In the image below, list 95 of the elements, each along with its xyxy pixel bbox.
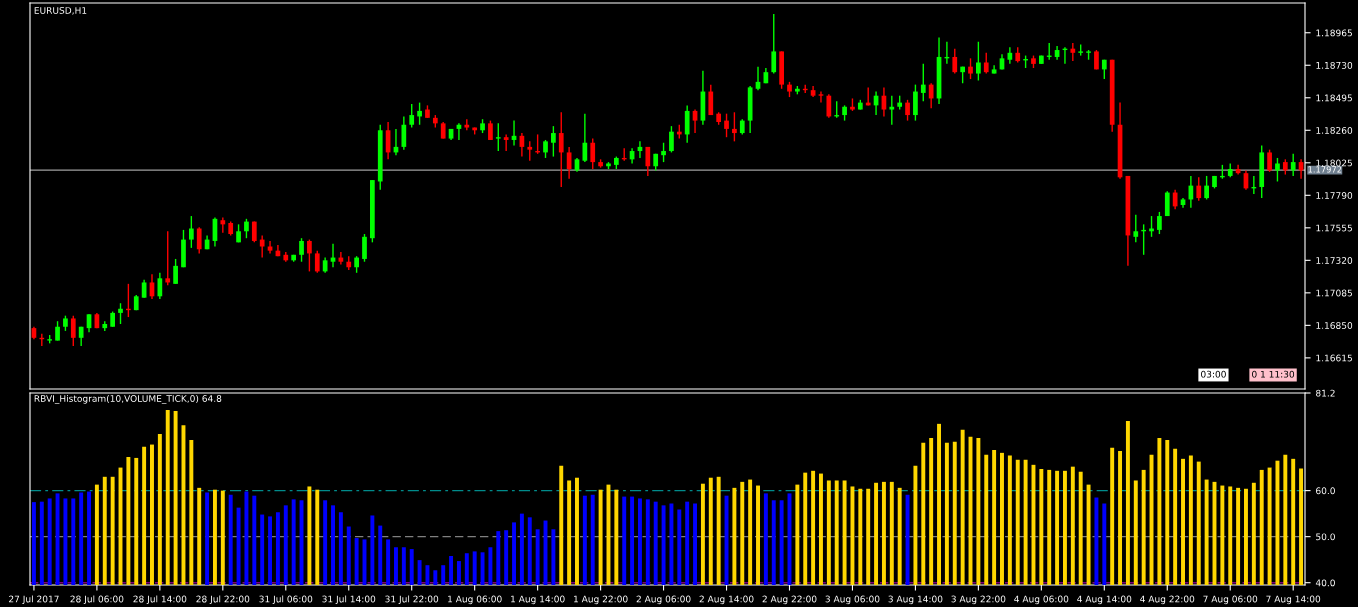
candlestick: [1133, 213, 1139, 244]
candlestick: [920, 63, 926, 102]
ref-line-label: 1.17972: [1308, 166, 1342, 173]
x-tick-label: 2 Aug 06:00: [636, 595, 691, 605]
y-tick-label: 1.17790: [1316, 192, 1353, 199]
x-tick-label: 4 Aug 22:00: [1140, 595, 1195, 605]
x-tick-label: 3 Aug 06:00: [825, 595, 880, 605]
candlestick: [314, 249, 320, 274]
candlestick: [401, 115, 407, 151]
y-tick-label: 1.17320: [1316, 257, 1353, 264]
x-tick-label: 28 Jul 22:00: [196, 595, 250, 605]
y-tick-label: 1.17085: [1316, 289, 1352, 297]
candlestick: [244, 218, 249, 239]
candlestick: [968, 57, 973, 80]
candlestick: [220, 216, 226, 234]
candlestick: [1196, 176, 1202, 202]
candlestick: [1267, 148, 1272, 173]
y-tick-label: 60.0: [1316, 487, 1335, 495]
y-tick-label: 40.0: [1315, 579, 1335, 587]
candlestick: [669, 125, 674, 154]
candlestick: [362, 233, 367, 263]
candlestick: [976, 41, 981, 82]
x-tick-label: 2 Aug 14:00: [699, 595, 754, 605]
y-tick-label: 1.18965: [1316, 29, 1352, 37]
x-tick-label: 31 Jul 06:00: [259, 595, 313, 605]
candlestick: [551, 125, 556, 158]
candlestick: [70, 314, 76, 347]
annotation: 0 1 11:30: [1252, 370, 1295, 378]
candlestick: [732, 111, 737, 143]
chart-title: EURUSD,H1: [34, 7, 87, 15]
candlestick: [1157, 211, 1162, 235]
candlestick: [464, 118, 470, 131]
candlestick: [173, 258, 178, 285]
y-tick-label: 1.18730: [1316, 61, 1353, 69]
candlestick: [889, 95, 895, 126]
y-tick-label: 1.16615: [1316, 354, 1352, 362]
candlestick: [118, 302, 123, 325]
y-tick-label: 1.16850: [1316, 322, 1353, 329]
candlestick: [708, 83, 714, 116]
candlestick: [558, 111, 564, 188]
x-tick-label: 2 Aug 22:00: [762, 595, 817, 605]
candlestick: [417, 101, 422, 126]
candlestick: [1275, 157, 1280, 183]
x-tick-label: 28 Jul 06:00: [70, 595, 124, 605]
y-tick-label: 1.18495: [1316, 94, 1352, 102]
candlestick: [905, 99, 910, 122]
candlestick: [724, 112, 729, 138]
y-tick-label: 1.17555: [1316, 224, 1352, 232]
candlestick: [983, 52, 989, 75]
candlestick: [259, 234, 265, 259]
candlestick: [1164, 190, 1170, 217]
x-tick-label: 3 Aug 14:00: [888, 595, 943, 605]
candlestick: [165, 230, 171, 286]
candlestick: [684, 104, 690, 144]
candlestick: [196, 226, 202, 255]
candlestick: [913, 83, 918, 122]
candlestick: [503, 133, 509, 152]
x-tick-label: 7 Aug 14:00: [1266, 595, 1321, 605]
x-tick-label: 1 Aug 22:00: [574, 595, 628, 605]
candlestick: [826, 93, 832, 119]
y-tick-label: 1.18025: [1316, 159, 1352, 167]
candlestick: [1290, 153, 1296, 177]
x-tick-label: 1 Aug 14:00: [511, 595, 565, 605]
candlestick: [645, 146, 651, 177]
candlestick: [1204, 175, 1209, 201]
x-tick-label: 31 Jul 14:00: [322, 595, 376, 605]
candlestick: [1070, 42, 1076, 62]
candlestick: [527, 140, 533, 162]
x-tick-label: 3 Aug 22:00: [951, 595, 1006, 605]
x-tick-label: 28 Jul 14:00: [133, 595, 187, 605]
candlestick: [488, 119, 493, 141]
x-tick-label: 1 Aug 06:00: [448, 595, 502, 605]
annotation: 03:00: [1201, 370, 1226, 378]
candlestick: [582, 112, 588, 163]
candlestick: [952, 47, 958, 75]
candlestick: [55, 320, 60, 342]
candlestick: [495, 122, 501, 152]
chart-title: RBVI_Histogram(10,VOLUME_TICK,0) 64.8: [34, 394, 222, 404]
candlestick: [307, 238, 312, 273]
candlestick: [818, 90, 824, 104]
candlestick: [928, 82, 934, 109]
candlestick: [590, 137, 596, 170]
x-tick-label: 4 Aug 06:00: [1014, 595, 1069, 605]
candlestick: [409, 103, 415, 129]
candlestick: [299, 237, 304, 263]
x-tick-label: 4 Aug 14:00: [1077, 595, 1132, 605]
candlestick: [661, 142, 666, 163]
x-tick-label: 31 Jul 22:00: [385, 595, 439, 605]
y-tick-label: 1.18260: [1316, 127, 1353, 134]
candlestick: [188, 215, 194, 249]
x-tick-label: 27 Jul 2017: [9, 595, 59, 605]
y-tick-label: 81.2: [1316, 389, 1335, 397]
x-tick-label: 7 Aug 06:00: [1203, 595, 1258, 605]
candlestick: [771, 13, 777, 75]
y-tick-label: 50.0: [1316, 533, 1335, 541]
